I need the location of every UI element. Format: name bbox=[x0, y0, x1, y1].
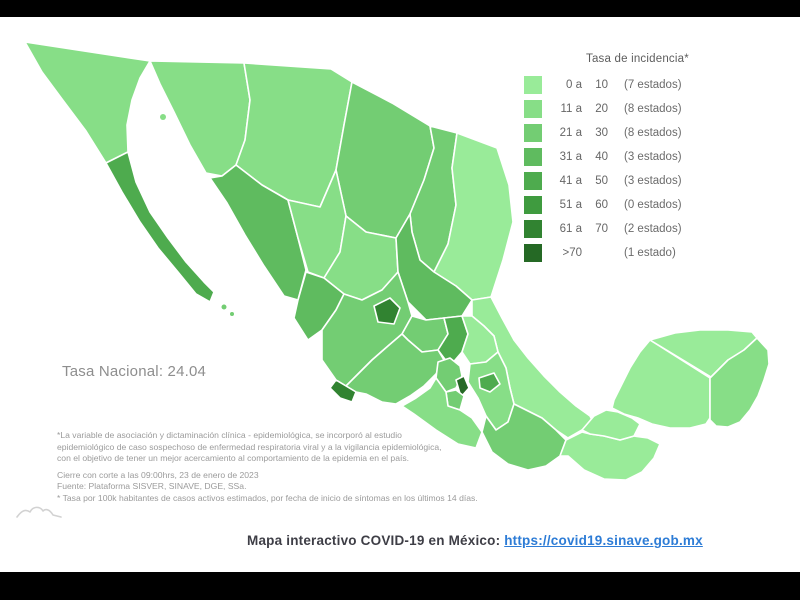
legend-state-count: (0 estados) bbox=[624, 199, 682, 211]
footnote-paragraph: *La variable de asociación y dictaminaci… bbox=[57, 430, 517, 465]
national-rate-label: Tasa Nacional: 24.04 bbox=[62, 363, 207, 380]
legend-range-from: 41 a bbox=[559, 175, 582, 187]
state-guerrero bbox=[401, 377, 483, 449]
legend-range-from: 21 a bbox=[559, 127, 582, 139]
legend-row-5: 41 a 50 (3 estados) bbox=[524, 172, 724, 190]
legend-swatch bbox=[524, 124, 542, 142]
caption: Mapa interactivo COVID-19 en México: htt… bbox=[247, 533, 703, 548]
legend-range-to: 50 bbox=[595, 175, 608, 187]
incidence-legend: Tasa de incidencia* 0 a 10 (7 estados) 11 a… bbox=[524, 52, 724, 268]
legend-range-from: 31 a bbox=[559, 151, 582, 163]
mountain-watermark-icon bbox=[16, 506, 62, 518]
legend-state-count: (7 estados) bbox=[624, 79, 682, 91]
source-line: * Tasa por 100k habitantes de casos acti… bbox=[57, 492, 478, 503]
legend-range-from: 0 a bbox=[566, 79, 582, 91]
legend-swatch bbox=[524, 220, 542, 238]
island-2 bbox=[221, 304, 227, 310]
state-colima bbox=[329, 379, 357, 403]
state-campeche bbox=[611, 339, 711, 429]
legend-title: Tasa de incidencia* bbox=[586, 53, 689, 65]
legend-range-to: 30 bbox=[595, 127, 608, 139]
state-quintana-roo bbox=[709, 337, 770, 428]
legend-state-count: (3 estados) bbox=[624, 151, 682, 163]
legend-row-3: 21 a 30 (8 estados) bbox=[524, 124, 724, 142]
legend-range-from: 61 a bbox=[559, 223, 582, 235]
legend-swatch bbox=[524, 172, 542, 190]
legend-swatch bbox=[524, 148, 542, 166]
source-line: Fuente: Plataforma SISVER, SINAVE, DGE, … bbox=[57, 481, 247, 492]
legend-state-count: (8 estados) bbox=[624, 103, 682, 115]
legend-state-count: (1 estado) bbox=[624, 247, 676, 259]
legend-range-to: 10 bbox=[595, 79, 608, 91]
state-tlaxcala bbox=[478, 372, 501, 393]
legend-range-to: 70 bbox=[595, 223, 608, 235]
source-line: Cierre con corte a las 09:00hrs, 23 de e… bbox=[57, 469, 259, 480]
legend-row-6: 51 a 60 (0 estados) bbox=[524, 196, 724, 214]
footnote-line: con el objetivo de tener un mejor acerca… bbox=[57, 453, 410, 464]
legend-range-from: 11 a bbox=[560, 103, 582, 115]
state-chiapas bbox=[559, 431, 661, 481]
legend-swatch bbox=[524, 244, 542, 262]
state-aguascalientes bbox=[373, 297, 401, 325]
legend-row-4: 31 a 40 (3 estados) bbox=[524, 148, 724, 166]
legend-state-count: (3 estados) bbox=[624, 175, 682, 187]
legend-range-from: 51 a bbox=[559, 199, 582, 211]
state-ciudad-de-mexico bbox=[455, 375, 470, 398]
footnotes: *La variable de asociación y dictaminaci… bbox=[57, 430, 517, 505]
state-tabasco bbox=[581, 409, 641, 441]
state-oaxaca bbox=[481, 403, 567, 471]
legend-swatch bbox=[524, 196, 542, 214]
legend-row-7: 61 a 70 (2 estados) bbox=[524, 220, 724, 238]
source-paragraph: Cierre con corte a las 09:00hrs, 23 de e… bbox=[57, 470, 517, 505]
island-1 bbox=[160, 114, 166, 120]
state-baja-california bbox=[24, 41, 151, 164]
legend-row-8: >70 (1 estado) bbox=[524, 244, 724, 262]
legend-state-count: (8 estados) bbox=[624, 127, 682, 139]
legend-row-1: 0 a 10 (7 estados) bbox=[524, 76, 724, 94]
caption-link[interactable]: https://covid19.sinave.gob.mx bbox=[504, 533, 703, 548]
legend-range-to: 40 bbox=[595, 151, 608, 163]
legend-swatch bbox=[524, 76, 542, 94]
legend-range-to: 20 bbox=[595, 103, 608, 115]
legend-state-count: (2 estados) bbox=[624, 223, 682, 235]
caption-text: Mapa interactivo COVID-19 en México: bbox=[247, 533, 501, 548]
legend-range-from: >70 bbox=[562, 247, 582, 259]
legend-rows: 0 a 10 (7 estados) 11 a 20 (8 estados) 21 a 30 (… bbox=[524, 76, 724, 262]
state-baja-california-sur bbox=[105, 151, 215, 303]
footnote-line: epidemiológico de caso sospechoso de enf… bbox=[57, 441, 442, 452]
island-3 bbox=[230, 312, 234, 316]
footnote-line: *La variable de asociación y dictaminaci… bbox=[57, 430, 402, 440]
legend-range-to: 60 bbox=[595, 199, 608, 211]
states-layer bbox=[24, 41, 770, 481]
legend-swatch bbox=[524, 100, 542, 118]
legend-row-2: 11 a 20 (8 estados) bbox=[524, 100, 724, 118]
